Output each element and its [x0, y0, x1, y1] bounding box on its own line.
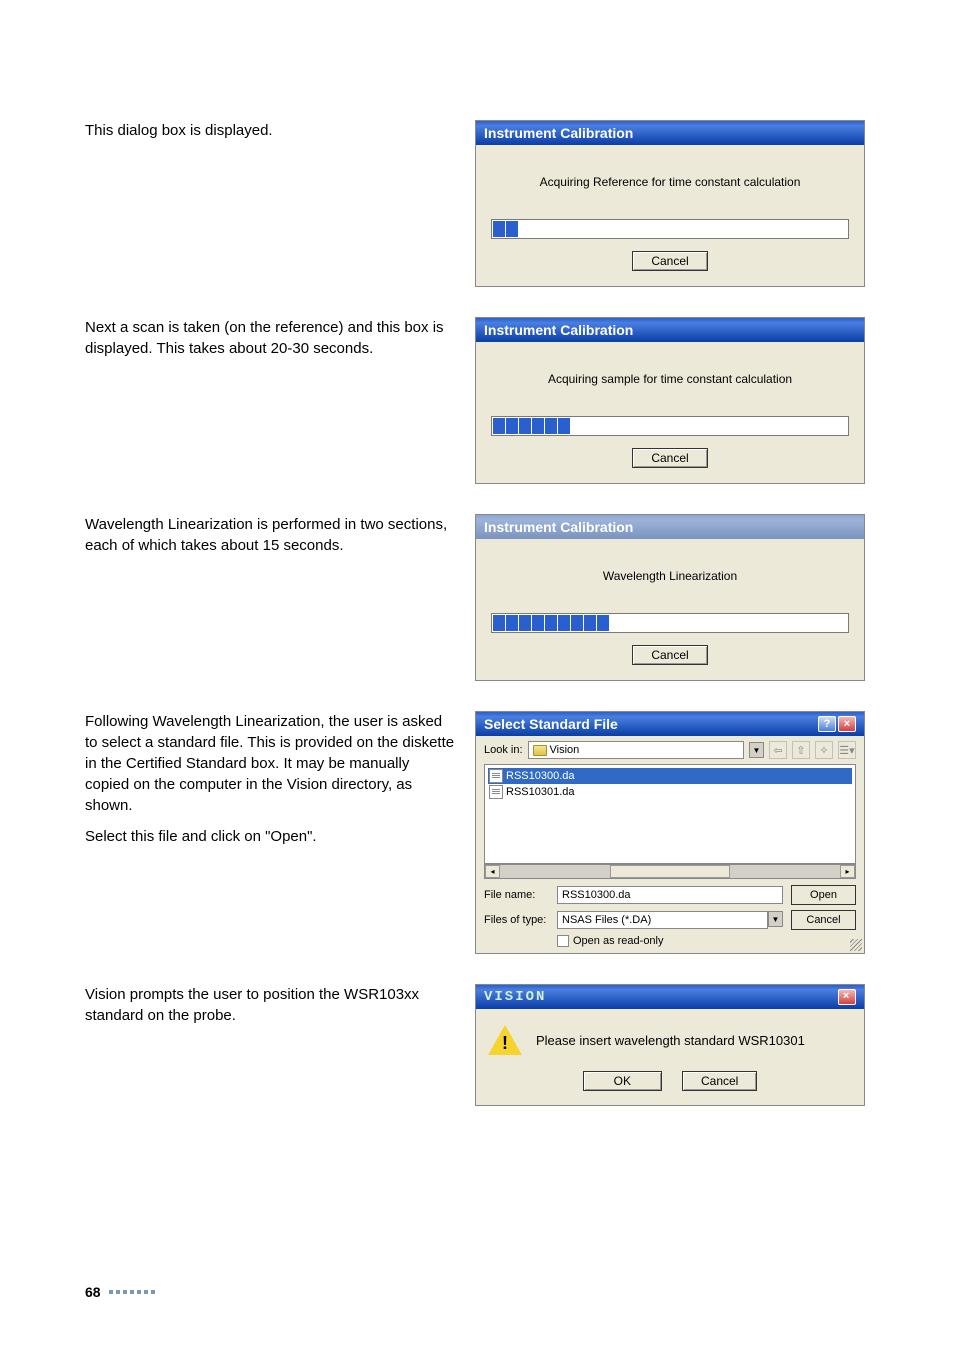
help-icon[interactable]: ?	[818, 716, 836, 732]
instrument-calibration-dialog-1: Instrument Calibration Acquiring Referen…	[475, 120, 865, 287]
paragraph: Select this file and click on "Open".	[85, 826, 455, 847]
dialog-titlebar: Select Standard File ? ×	[476, 712, 864, 736]
paragraph: This dialog box is displayed.	[85, 120, 475, 141]
decoration-dot	[144, 1290, 148, 1294]
decoration-dot	[151, 1290, 155, 1294]
dialog-titlebar: Instrument Calibration	[476, 515, 864, 539]
progress-bar	[491, 416, 849, 436]
dialog-title: Instrument Calibration	[484, 322, 633, 338]
dialog-message: Wavelength Linearization	[491, 569, 849, 583]
readonly-label: Open as read-only	[573, 935, 664, 947]
scroll-left-icon[interactable]: ◂	[485, 865, 500, 878]
decoration-dot	[137, 1290, 141, 1294]
open-button[interactable]: Open	[791, 885, 856, 905]
lookin-label: Look in:	[484, 744, 523, 756]
lookin-dropdown[interactable]: Vision	[528, 741, 744, 759]
filename-input[interactable]: RSS10300.da	[557, 886, 783, 904]
dialog-message: Acquiring sample for time constant calcu…	[491, 372, 849, 386]
dialog-message: Please insert wavelength standard WSR103…	[536, 1033, 805, 1048]
back-icon[interactable]: ⇦	[769, 741, 787, 759]
cancel-button[interactable]: Cancel	[632, 645, 707, 665]
up-folder-icon[interactable]: ⇧	[792, 741, 810, 759]
paragraph: Vision prompts the user to position the …	[85, 984, 475, 1026]
scroll-thumb[interactable]	[610, 865, 730, 878]
new-folder-icon[interactable]: ✧	[815, 741, 833, 759]
dialog-title: Instrument Calibration	[484, 125, 633, 141]
file-name: RSS10300.da	[506, 770, 575, 782]
close-icon[interactable]: ×	[838, 716, 856, 732]
scroll-right-icon[interactable]: ▸	[840, 865, 855, 878]
page-footer: 68	[85, 1284, 155, 1300]
resize-grip-icon[interactable]	[850, 939, 862, 951]
progress-bar	[491, 613, 849, 633]
dialog-titlebar: Instrument Calibration	[476, 318, 864, 342]
cancel-button[interactable]: Cancel	[682, 1071, 757, 1091]
folder-icon	[533, 745, 547, 756]
filename-label: File name:	[484, 889, 549, 901]
dialog-titlebar: Instrument Calibration	[476, 121, 864, 145]
readonly-checkbox[interactable]	[557, 935, 569, 947]
file-item[interactable]: RSS10301.da	[488, 784, 852, 800]
chevron-down-icon[interactable]: ▼	[749, 742, 764, 758]
paragraph: Wavelength Linearization is performed in…	[85, 514, 475, 556]
dialog-title: Select Standard File	[484, 716, 618, 732]
file-list[interactable]: RSS10300.da RSS10301.da	[484, 764, 856, 864]
decoration-dot	[109, 1290, 113, 1294]
paragraph: Next a scan is taken (on the reference) …	[85, 317, 475, 359]
warning-icon	[488, 1025, 522, 1055]
cancel-button[interactable]: Cancel	[791, 910, 856, 930]
file-item[interactable]: RSS10300.da	[488, 768, 852, 784]
page-number: 68	[85, 1284, 101, 1300]
decoration-dot	[130, 1290, 134, 1294]
dialog-title: Instrument Calibration	[484, 519, 633, 535]
instrument-calibration-dialog-3: Instrument Calibration Wavelength Linear…	[475, 514, 865, 681]
views-icon[interactable]: ☰▾	[838, 741, 856, 759]
close-icon[interactable]: ×	[838, 989, 856, 1005]
lookin-value: Vision	[550, 744, 580, 756]
dialog-titlebar: VISION ×	[476, 985, 864, 1009]
filetype-dropdown[interactable]: NSAS Files (*.DA)	[557, 911, 768, 929]
document-icon	[489, 769, 503, 783]
document-icon	[489, 785, 503, 799]
select-standard-file-dialog: Select Standard File ? × Look in: Vision…	[475, 711, 865, 954]
paragraph: Following Wavelength Linearization, the …	[85, 711, 455, 816]
dialog-title: VISION	[484, 989, 546, 1005]
decoration-dot	[116, 1290, 120, 1294]
progress-bar	[491, 219, 849, 239]
file-name: RSS10301.da	[506, 786, 575, 798]
filetype-label: Files of type:	[484, 914, 549, 926]
instrument-calibration-dialog-2: Instrument Calibration Acquiring sample …	[475, 317, 865, 484]
vision-prompt-dialog: VISION × Please insert wavelength standa…	[475, 984, 865, 1106]
dialog-message: Acquiring Reference for time constant ca…	[491, 175, 849, 189]
horizontal-scrollbar[interactable]: ◂ ▸	[484, 864, 856, 879]
ok-button[interactable]: OK	[583, 1071, 662, 1091]
decoration-dot	[123, 1290, 127, 1294]
cancel-button[interactable]: Cancel	[632, 251, 707, 271]
cancel-button[interactable]: Cancel	[632, 448, 707, 468]
chevron-down-icon[interactable]: ▼	[768, 911, 783, 927]
